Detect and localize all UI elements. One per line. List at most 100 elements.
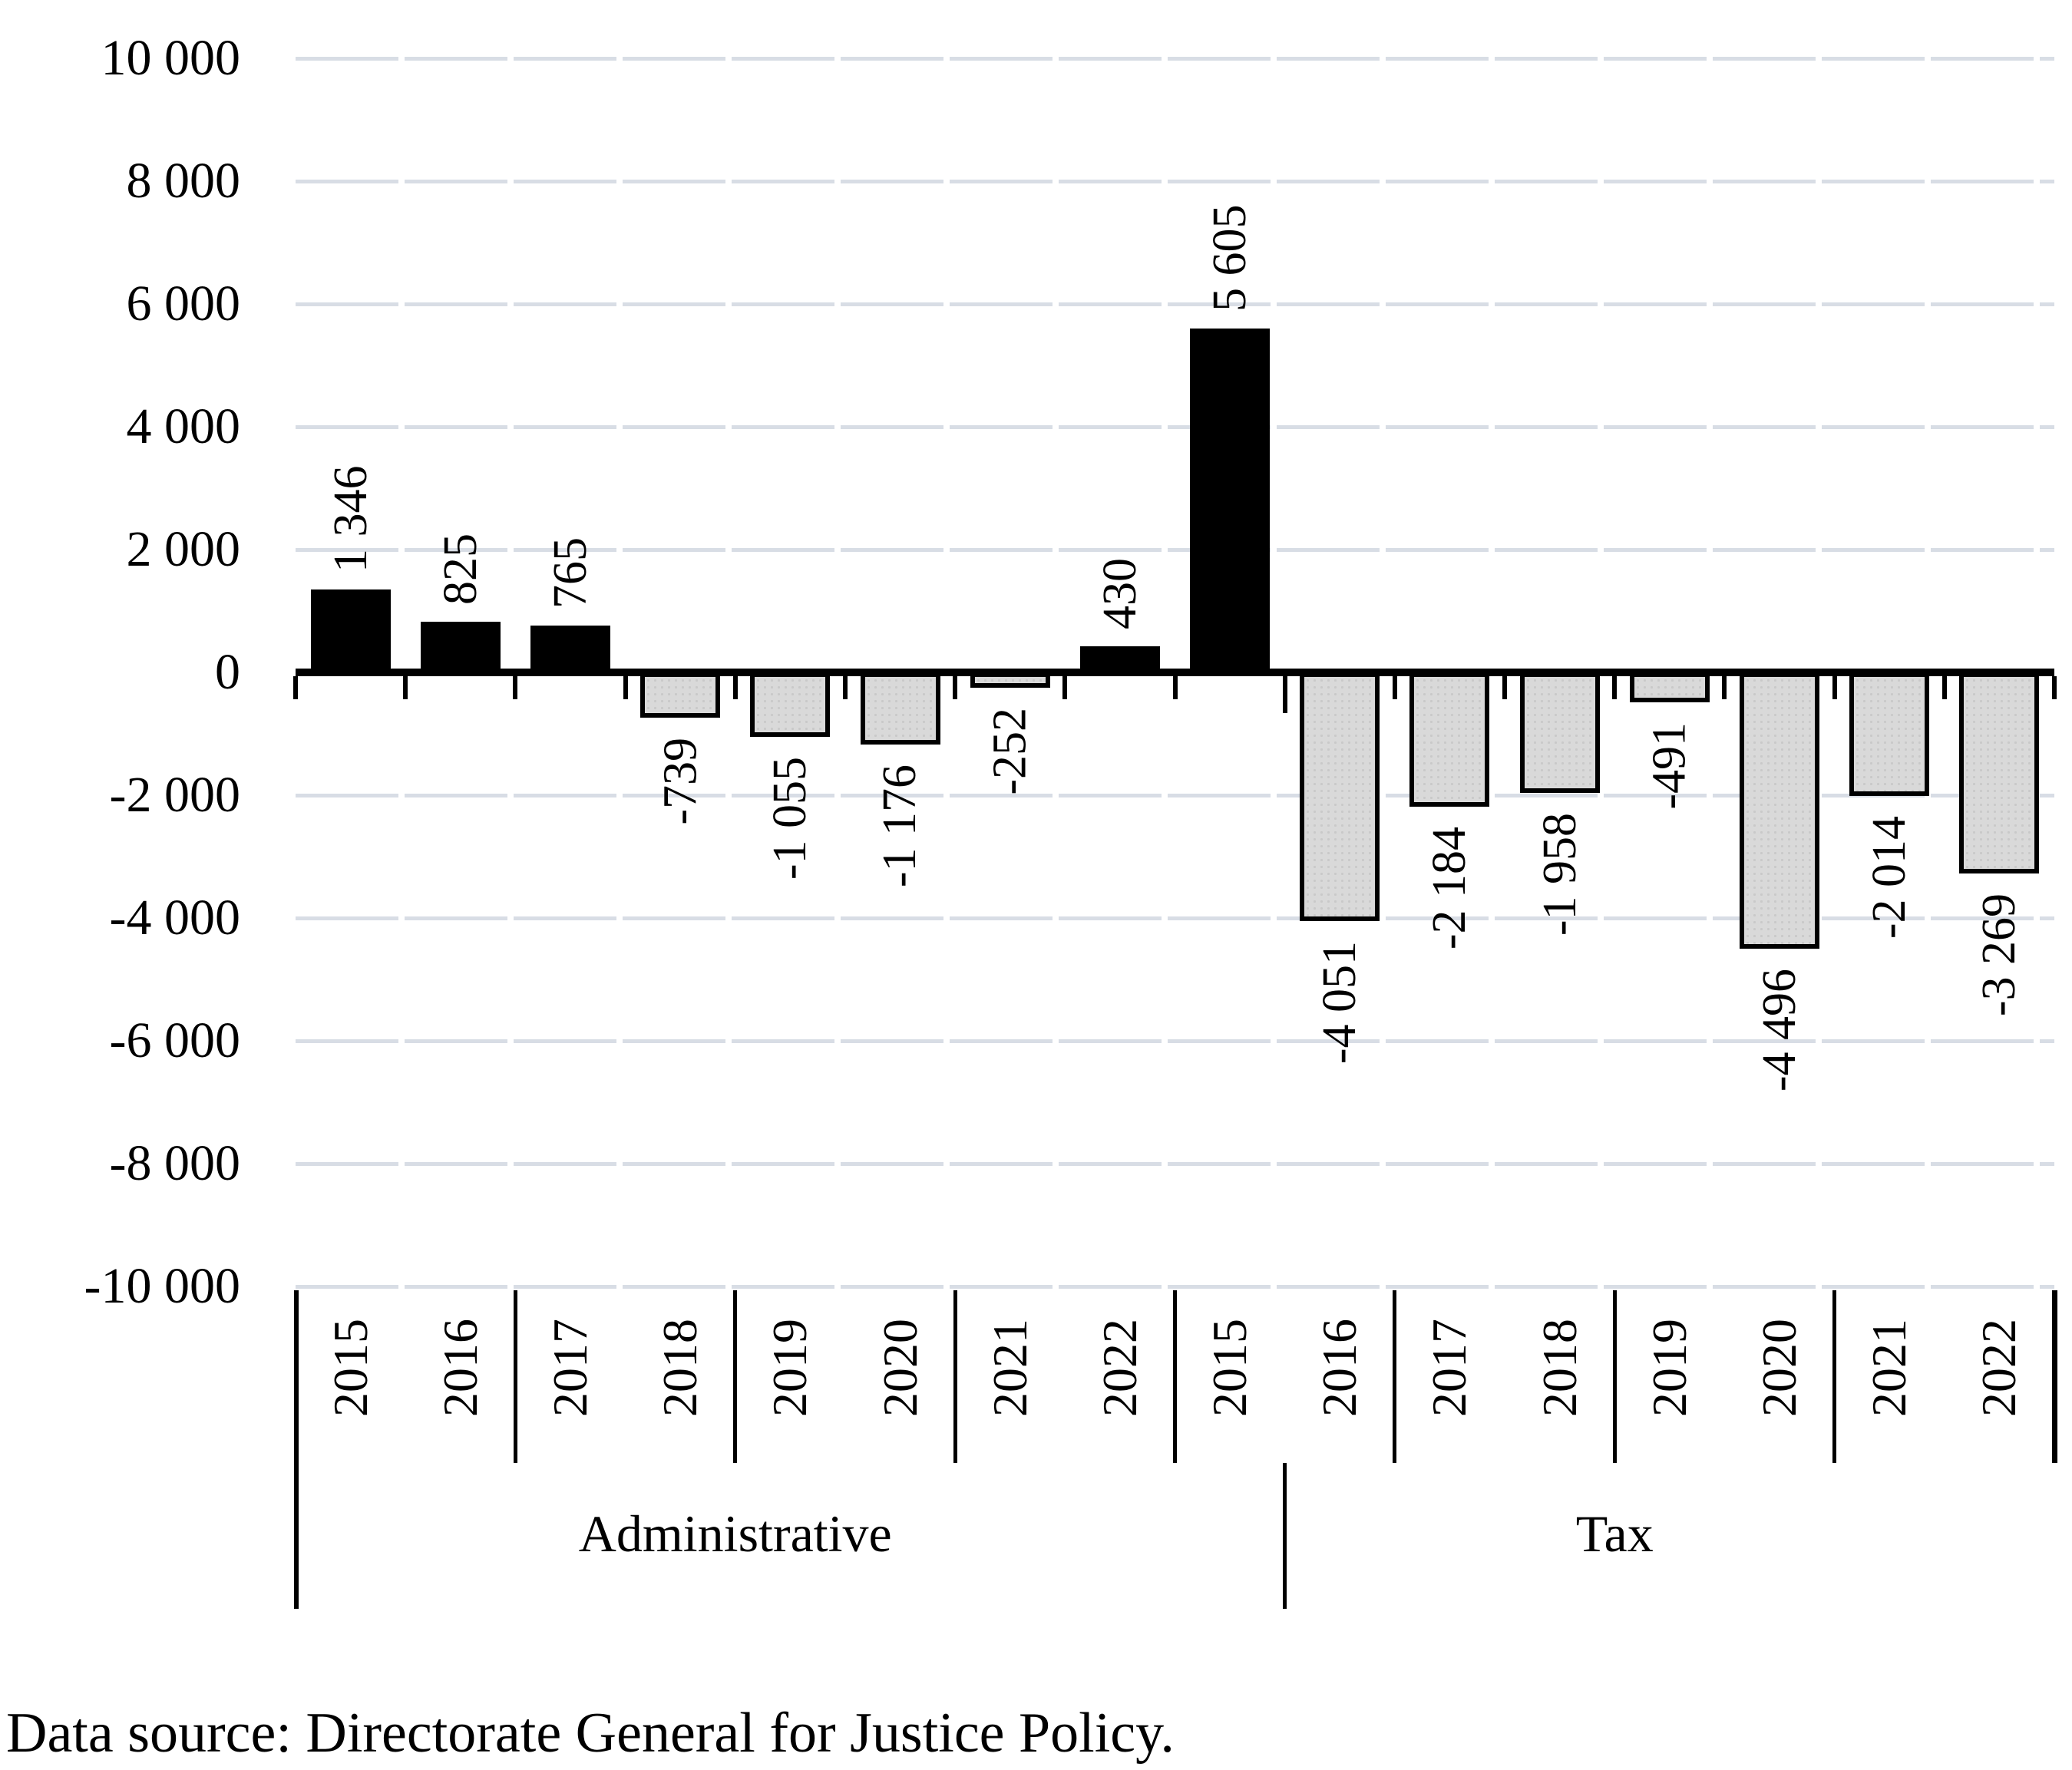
y-axis-tick-label: -8 000 — [109, 1135, 240, 1191]
data-source-caption: Data source: Directorate General for Jus… — [6, 1702, 1175, 1765]
y-axis-tick-label: -10 000 — [84, 1258, 240, 1314]
gridline-10000 — [296, 56, 2054, 61]
x-axis-line — [296, 669, 2054, 676]
x-axis-year-label: 2015 — [1202, 1319, 1257, 1417]
bar-tax-2022 — [1959, 672, 2040, 873]
x-axis-year-label: 2017 — [542, 1319, 597, 1417]
bar-tax-2018 — [1519, 672, 1600, 793]
year-separator — [1393, 1290, 1397, 1463]
gridline-2000 — [296, 547, 2054, 552]
bar-value-label: -1 958 — [1533, 812, 1586, 936]
bar-administrative-2018 — [640, 672, 721, 718]
year-separator — [1612, 1290, 1617, 1463]
bar-administrative-2020 — [860, 672, 940, 745]
x-axis-year-label: 2015 — [322, 1319, 378, 1417]
year-separator — [953, 1290, 957, 1463]
x-axis-year-label: 2016 — [432, 1319, 487, 1417]
bar-value-label: 825 — [434, 533, 487, 605]
bar-value-label: -739 — [654, 738, 707, 825]
bar-value-label: -1 055 — [764, 757, 817, 880]
x-axis-year-label: 2020 — [1752, 1319, 1807, 1417]
x-axis-year-label: 2019 — [762, 1319, 818, 1417]
x-axis-year-label: 2019 — [1641, 1319, 1697, 1417]
bar-value-label: -252 — [983, 708, 1036, 795]
y-axis-tick-label: 0 — [215, 644, 240, 700]
y-axis-tick-label: 10 000 — [101, 30, 241, 86]
x-axis-tick — [732, 676, 738, 699]
y-axis-tick-label: 6 000 — [126, 276, 241, 332]
x-axis-tick — [842, 676, 848, 699]
bar-value-label: -4 496 — [1753, 968, 1806, 1091]
x-axis-year-label: 2018 — [653, 1319, 708, 1417]
y-axis-tick-label: -2 000 — [109, 767, 240, 823]
bar-value-label: -3 269 — [1973, 893, 2026, 1016]
bar-tax-2021 — [1849, 672, 1930, 797]
y-axis-tick-label: -4 000 — [109, 890, 240, 946]
year-separator — [513, 1290, 517, 1463]
x-axis-year-label: 2017 — [1422, 1319, 1477, 1417]
bar-tax-2015 — [1190, 328, 1271, 672]
x-axis-tick — [1941, 676, 1947, 699]
bar-value-label: -1 176 — [874, 764, 927, 888]
bar-tax-2020 — [1740, 672, 1820, 949]
y-axis-tick-label: 8 000 — [126, 153, 241, 209]
year-separator — [733, 1290, 738, 1463]
y-axis-tick-label: -6 000 — [109, 1012, 240, 1068]
gridline--10000 — [296, 1284, 2054, 1289]
bar-tax-2019 — [1629, 672, 1710, 703]
x-axis-tick — [1172, 676, 1178, 699]
x-axis-tick — [293, 676, 298, 699]
x-axis-tick — [1392, 676, 1397, 699]
x-axis-year-label: 2016 — [1312, 1319, 1367, 1417]
bar-tax-2016 — [1300, 672, 1380, 922]
gridline-4000 — [296, 424, 2054, 429]
x-axis-tick — [513, 676, 518, 699]
gridline-8000 — [296, 179, 2054, 183]
year-separator — [1832, 1290, 1837, 1463]
category-boundary-right — [2052, 1290, 2057, 1463]
gridline--2000 — [296, 793, 2054, 797]
year-separator — [1173, 1290, 1177, 1463]
x-axis-tick — [2052, 676, 2057, 699]
x-axis-tick — [1502, 676, 1508, 699]
x-axis-year-label: 2020 — [872, 1319, 927, 1417]
bar-administrative-2017 — [530, 625, 610, 672]
x-axis-tick — [953, 676, 958, 699]
x-axis-year-label: 2021 — [982, 1319, 1037, 1417]
x-axis-tick — [1612, 676, 1618, 699]
bar-administrative-2019 — [750, 672, 831, 738]
x-axis-tick — [1832, 676, 1837, 699]
y-axis-tick-label: 2 000 — [126, 521, 241, 577]
gridline--8000 — [296, 1161, 2054, 1166]
x-axis-tick — [1722, 676, 1727, 699]
x-axis-year-label: 2018 — [1532, 1319, 1587, 1417]
x-axis-year-label: 2021 — [1862, 1319, 1917, 1417]
x-axis-year-label: 2022 — [1971, 1319, 2027, 1417]
bar-value-label: -2 184 — [1423, 826, 1476, 949]
gridline--6000 — [296, 1039, 2054, 1043]
group-label-administrative: Administrative — [578, 1504, 892, 1563]
bar-value-label: -2 014 — [1863, 816, 1916, 939]
bar-value-label: 430 — [1093, 557, 1146, 629]
x-axis-year-label: 2022 — [1092, 1319, 1147, 1417]
gridline-6000 — [296, 302, 2054, 306]
bar-tax-2017 — [1409, 672, 1490, 807]
x-axis-tick — [1282, 676, 1287, 713]
x-axis-tick — [623, 676, 628, 699]
bar-value-label: 5 605 — [1204, 204, 1257, 312]
x-axis-tick — [1062, 676, 1068, 699]
bar-value-label: 765 — [544, 537, 596, 609]
category-boundary-left — [294, 1290, 299, 1609]
group-label-tax: Tax — [1575, 1504, 1654, 1563]
bar-administrative-2022 — [1079, 646, 1160, 672]
bar-value-label: 1 346 — [324, 465, 377, 573]
bar-administrative-2016 — [420, 622, 501, 672]
bar-administrative-2015 — [310, 589, 391, 672]
y-axis-tick-label: 4 000 — [126, 398, 241, 454]
x-axis-tick — [403, 676, 408, 699]
gridline--4000 — [296, 916, 2054, 920]
bar-value-label: -491 — [1643, 722, 1696, 810]
group-divider — [1283, 1463, 1287, 1609]
bar-value-label: -4 051 — [1314, 941, 1366, 1065]
